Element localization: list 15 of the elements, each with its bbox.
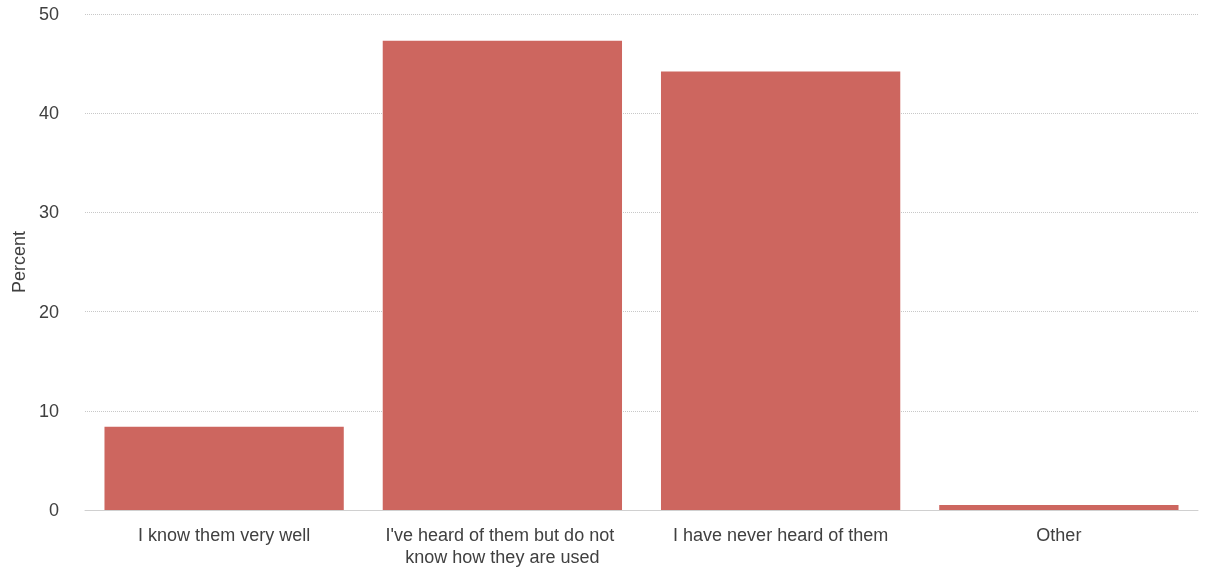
bar [104, 426, 344, 510]
x-tick-label: Other [1036, 525, 1082, 545]
bar [939, 505, 1179, 510]
x-tick-label: I have never heard of them [673, 525, 889, 545]
bar [660, 71, 901, 510]
bar [382, 40, 623, 510]
y-tick-label: 20 [38, 301, 59, 322]
x-tick-label: I've heard of them but do not know how they are used [385, 525, 620, 567]
x-tick-label: I know them very well [138, 525, 311, 545]
y-tick-label: 30 [38, 202, 59, 223]
y-tick-label: 50 [38, 4, 59, 24]
y-axis-title: Percent [9, 230, 30, 294]
y-tick-label: 0 [48, 500, 59, 520]
y-tick-label: 40 [38, 103, 59, 124]
y-tick-label: 10 [38, 400, 59, 421]
